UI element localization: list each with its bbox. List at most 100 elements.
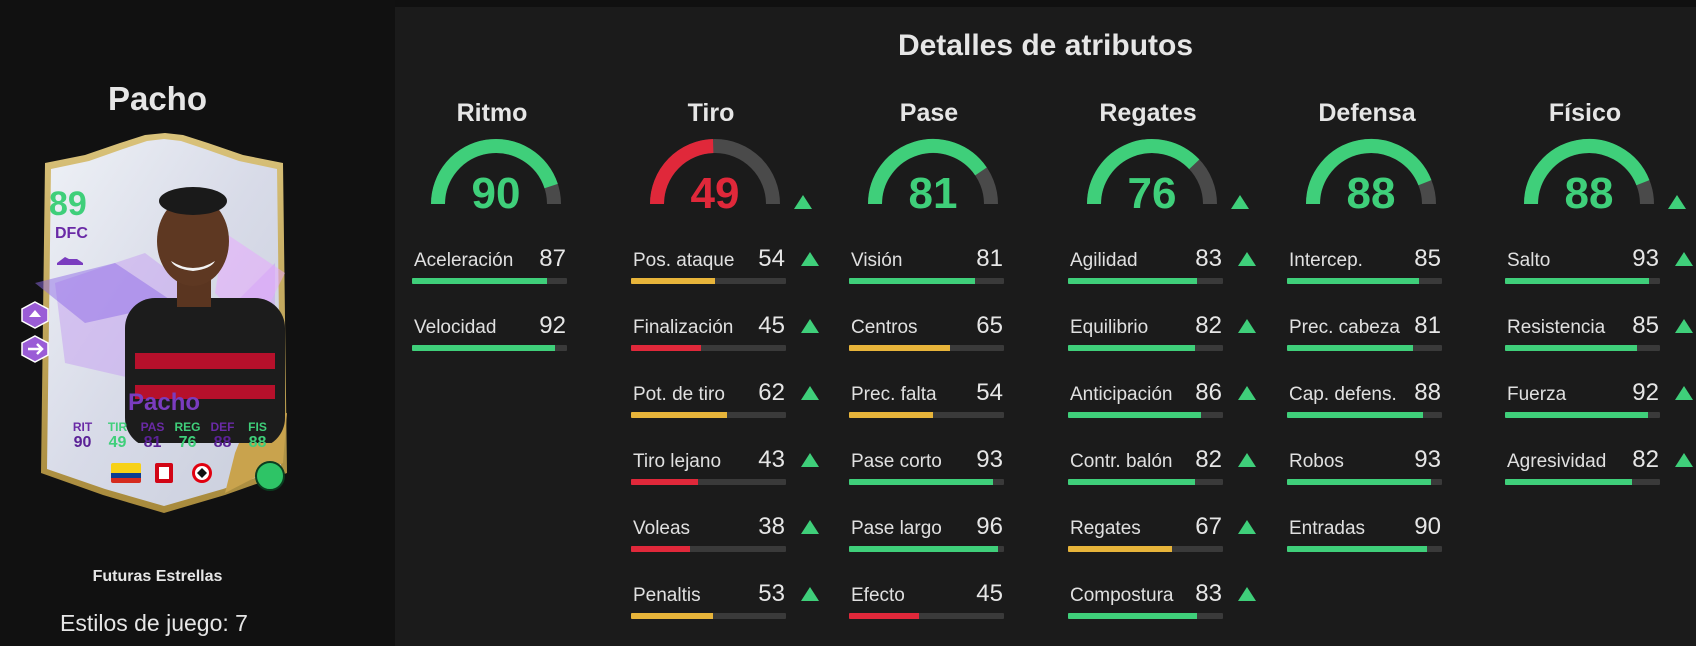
attribute-bar-fill (1287, 345, 1413, 351)
attribute-bar-fill (631, 345, 701, 351)
attribute-row[interactable]: Intercep. 85 (1287, 245, 1477, 290)
attribute-bar-fill (631, 412, 728, 418)
attribute-row[interactable]: Fuerza 92 (1505, 379, 1695, 424)
attribute-row[interactable]: Penaltis 53 (631, 580, 821, 625)
category-fisico: Físico 88 Salto 93 Resistencia 85 Fuerza 92 Agre… (1505, 7, 1696, 646)
player-card[interactable]: 89 DFC Pacho RIT TIR PAS REG (21, 133, 303, 513)
category-gauge: 81 (868, 139, 998, 214)
card-flags (111, 463, 217, 483)
attribute-details-panel: Detalles de atributos Ritmo 90 Aceleración… (395, 7, 1696, 646)
category-rating: 88 (1347, 169, 1396, 214)
attribute-row[interactable]: Regates 67 (1068, 513, 1258, 558)
attribute-row[interactable]: Resistencia 85 (1505, 312, 1695, 357)
attribute-row[interactable]: Salto 93 (1505, 245, 1695, 290)
upgrade-arrow-icon (801, 252, 819, 266)
attribute-row[interactable]: Entradas 90 (1287, 513, 1477, 558)
attribute-value: 62 (758, 379, 785, 406)
attribute-bar (849, 546, 1004, 552)
upgrade-arrow-icon (1238, 386, 1256, 400)
attribute-row[interactable]: Agresividad 82 (1505, 446, 1695, 491)
upgrade-arrow-icon (1668, 195, 1686, 209)
attribute-row[interactable]: Voleas 38 (631, 513, 821, 558)
attribute-bar (1068, 278, 1223, 284)
card-stat-value: 81 (143, 434, 162, 451)
attribute-bar (412, 345, 567, 351)
attribute-row[interactable]: Centros 65 (849, 312, 1039, 357)
category-name: Regates (1099, 99, 1197, 127)
attribute-row[interactable]: Anticipación 86 (1068, 379, 1258, 424)
category-ritmo: Ritmo 90 Aceleración 87 Velocidad 92 (412, 7, 612, 646)
attribute-row[interactable]: Finalización 45 (631, 312, 821, 357)
gauge-fill (1524, 139, 1650, 205)
attribute-value: 87 (539, 245, 566, 272)
upgrade-arrow-icon (801, 319, 819, 333)
attribute-bar (631, 345, 786, 351)
attribute-bar (849, 278, 1004, 284)
attribute-label: Entradas (1289, 518, 1366, 539)
attribute-label: Resistencia (1507, 317, 1606, 338)
attribute-row[interactable]: Pase largo 96 (849, 513, 1039, 558)
upgrade-arrow-icon (1238, 453, 1256, 467)
attribute-row[interactable]: Agilidad 83 (1068, 245, 1258, 290)
category-gauge: 49 (650, 139, 780, 214)
attribute-row[interactable]: Prec. cabeza 81 (1287, 312, 1477, 357)
attribute-label: Agresividad (1507, 451, 1607, 472)
upgrade-arrow-icon (801, 520, 819, 534)
attribute-row[interactable]: Prec. falta 54 (849, 379, 1039, 424)
attribute-bar-fill (849, 412, 933, 418)
category-defensa: Defensa 88 Intercep. 85 Prec. cabeza 81 Cap. d… (1287, 7, 1487, 646)
category-gauge: 88 (1524, 139, 1654, 214)
upgrade-arrow-icon (1675, 453, 1693, 467)
attribute-bar-fill (1505, 278, 1650, 284)
attribute-bar (1505, 412, 1660, 418)
attribute-value: 90 (1414, 513, 1441, 540)
card-overall-rating: 89 (49, 185, 87, 223)
category-rating: 76 (1128, 169, 1177, 214)
attribute-value: 45 (976, 580, 1003, 607)
attribute-row[interactable]: Tiro lejano 43 (631, 446, 821, 491)
card-version-label: Futuras Estrellas (92, 568, 223, 585)
attribute-value: 93 (976, 446, 1003, 473)
attribute-label: Prec. cabeza (1289, 317, 1400, 338)
attribute-row[interactable]: Aceleración 87 (412, 245, 602, 290)
attribute-label: Contr. balón (1070, 451, 1173, 472)
attribute-row[interactable]: Contr. balón 82 (1068, 446, 1258, 491)
attribute-row[interactable]: Visión 81 (849, 245, 1039, 290)
upgrade-arrow-icon (794, 195, 812, 209)
attribute-row[interactable]: Efecto 45 (849, 580, 1039, 625)
card-stat-value: 88 (248, 434, 267, 451)
card-player-name: Pacho (127, 389, 201, 416)
attribute-bar (631, 546, 786, 552)
playstyle-icon (21, 301, 49, 329)
attribute-label: Aceleración (414, 250, 514, 271)
category-regates: Regates 76 Agilidad 83 Equilibrio 82 Anticipac… (1068, 7, 1268, 646)
attribute-value: 43 (758, 446, 785, 473)
gauge-fill (1306, 139, 1432, 205)
attribute-bar (1505, 278, 1660, 284)
card-stat-label: TIR (107, 420, 128, 434)
attribute-bar-fill (1287, 546, 1427, 552)
card-stat-label: REG (174, 420, 201, 434)
attribute-value: 88 (1414, 379, 1441, 406)
attribute-bar (1287, 278, 1442, 284)
player-image (125, 187, 285, 443)
attribute-row[interactable]: Compostura 83 (1068, 580, 1258, 625)
attribute-label: Efecto (851, 585, 905, 606)
attribute-row[interactable]: Pase corto 93 (849, 446, 1039, 491)
attribute-label: Agilidad (1070, 250, 1138, 271)
attribute-row[interactable]: Equilibrio 82 (1068, 312, 1258, 357)
upgrade-arrow-icon (1238, 319, 1256, 333)
attribute-bar-fill (631, 546, 690, 552)
attribute-row[interactable]: Robos 93 (1287, 446, 1477, 491)
attribute-row[interactable]: Cap. defens. 88 (1287, 379, 1477, 424)
card-stat-value: 76 (178, 434, 197, 451)
attribute-label: Robos (1289, 451, 1344, 472)
attribute-value: 82 (1195, 446, 1222, 473)
category-tiro: Tiro 49 Pos. ataque 54 Finalización 45 Pot. de… (631, 7, 831, 646)
category-pase: Pase 81 Visión 81 Centros 65 Prec. falta 54 Pase… (849, 7, 1049, 646)
attribute-row[interactable]: Pos. ataque 54 (631, 245, 821, 290)
attribute-value: 65 (976, 312, 1003, 339)
attribute-row[interactable]: Velocidad 92 (412, 312, 602, 357)
attribute-row[interactable]: Pot. de tiro 62 (631, 379, 821, 424)
attribute-value: 92 (539, 312, 566, 339)
